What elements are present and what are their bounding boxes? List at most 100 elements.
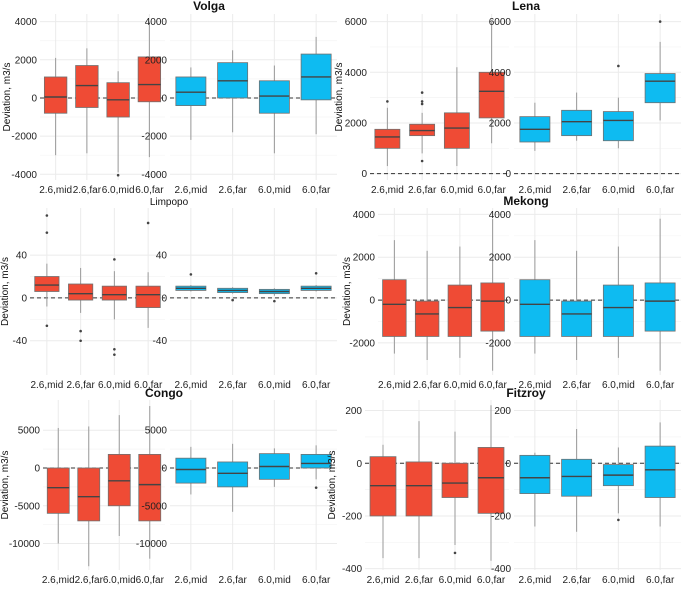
x-tick-label: 6.0,far <box>302 185 331 196</box>
outlier-point <box>45 214 49 217</box>
x-tick-label: 2.6,far <box>75 575 104 586</box>
y-tick-label: 40 <box>16 251 28 262</box>
box-2.6,far <box>561 250 593 361</box>
box-2.6,mid <box>175 273 207 292</box>
x-tick-label: 6.0,far <box>134 380 163 391</box>
outlier-point <box>45 324 49 328</box>
y-tick-label: 0 <box>505 296 511 307</box>
y-tick-label: 0 <box>34 464 40 475</box>
x-tick-label: 6.0,far <box>646 185 675 196</box>
x-tick-label: 6.0,far <box>646 575 675 586</box>
iqr-box <box>137 56 162 103</box>
box-6.0,mid <box>441 431 469 555</box>
chart-title: Lena <box>512 0 540 13</box>
box-6.0,mid <box>258 288 290 303</box>
y-tick-label: 200 <box>494 406 511 417</box>
y-axis-label: Deviation, m3/s <box>2 63 13 132</box>
x-tick-label: 6.0,mid <box>602 185 635 196</box>
x-tick-label: 6.0,far <box>478 380 507 391</box>
x-tick-label: 2.6,mid <box>174 185 207 196</box>
y-tick-label: 0 <box>161 464 167 475</box>
box-6.0,far <box>644 218 676 371</box>
y-tick-label: -2000 <box>11 132 37 143</box>
box-2.6,mid <box>519 240 551 354</box>
box-6.0,far <box>137 21 162 158</box>
iqr-box <box>68 283 94 301</box>
chart-panel-8: -10000 -5000 0 5000 2.6,mid 2.6,far 6.0,mid 6.0… <box>0 386 183 586</box>
y-tick-label: 4000 <box>145 17 168 28</box>
iqr-box <box>441 462 469 498</box>
outlier-point <box>189 273 193 276</box>
box-2.6,far <box>561 92 593 141</box>
y-tick-label: 4000 <box>15 17 38 28</box>
y-axis-label: Deviation, m3/s <box>0 451 11 520</box>
box-6.0,mid <box>106 71 130 177</box>
chart-panel-3: 0 2000 4000 6000 2.6,mid 2.6,far 6.0,mid 6.0,fa… <box>489 14 681 196</box>
y-axis-label: Deviation, m3/s <box>342 257 353 326</box>
x-tick-label: 6.0,mid <box>98 380 131 391</box>
outlier-point <box>658 20 662 23</box>
x-tick-label: 2.6,far <box>218 575 247 586</box>
chart-title: Congo <box>145 386 183 400</box>
x-tick-label: 6.0,far <box>477 575 506 586</box>
outlier-point <box>420 159 424 163</box>
box-6.0,mid <box>258 448 290 487</box>
y-tick-label: -40 <box>153 336 168 347</box>
chart-panel-9: -10000 -5000 0 5000 2.6,mid 2.6,far 6.0,mid 6.0… <box>136 400 337 586</box>
iqr-box <box>77 467 101 522</box>
iqr-box <box>374 128 401 149</box>
outlier-point <box>420 102 424 106</box>
box-6.0,mid <box>602 64 634 149</box>
iqr-box <box>602 284 634 337</box>
iqr-box <box>75 65 99 108</box>
box-2.6,mid <box>519 102 551 151</box>
iqr-box <box>46 467 70 514</box>
box-6.0,mid <box>107 415 131 536</box>
outlier-point <box>79 339 82 343</box>
outlier-point <box>113 258 116 261</box>
outlier-point <box>79 329 82 333</box>
y-tick-label: -4000 <box>11 170 37 181</box>
box-2.6,mid <box>43 57 68 156</box>
outlier-point <box>314 272 318 275</box>
x-tick-label: 6.0,mid <box>443 380 476 391</box>
x-tick-label: 2.6,far <box>405 575 434 586</box>
iqr-box <box>561 458 593 497</box>
iqr-box <box>644 445 676 498</box>
box-6.0,far <box>480 218 505 371</box>
y-tick-label: 5000 <box>18 426 41 437</box>
x-tick-label: 2.6,far <box>66 380 95 391</box>
box-2.6,mid <box>175 67 207 140</box>
y-tick-label: 2000 <box>345 118 368 129</box>
box-6.0,far <box>644 422 676 527</box>
iqr-box <box>138 453 162 522</box>
iqr-box <box>644 282 676 332</box>
chart-panel-1: -4000 -2000 0 2000 4000 2.6,mid 2.6,far 6.0,mid… <box>141 14 337 196</box>
y-axis-label: Deviation, m3/s <box>334 63 345 132</box>
chart-panel-7: -2000 0 2000 4000 2.6,mid 2.6,far 6.0,mid 6.0,f… <box>485 208 681 391</box>
x-tick-label: 6.0,mid <box>102 185 135 196</box>
iqr-box <box>382 279 407 337</box>
iqr-box <box>135 285 161 308</box>
iqr-box <box>477 447 505 514</box>
y-tick-label: -5000 <box>14 501 40 512</box>
x-tick-label: 6.0,mid <box>440 185 473 196</box>
box-6.0,far <box>477 405 505 561</box>
box-2.6,far <box>405 421 433 559</box>
x-tick-label: 2.6,mid <box>518 380 551 391</box>
x-tick-label: 2.6,far <box>562 185 591 196</box>
box-6.0,far <box>644 20 676 121</box>
y-tick-label: 2000 <box>145 55 168 66</box>
box-2.6,mid <box>374 100 401 167</box>
y-tick-label: -200 <box>342 511 362 522</box>
outlier-point <box>386 100 389 103</box>
iqr-box <box>217 461 249 488</box>
chart-title: Mekong <box>503 194 548 208</box>
y-tick-label: 40 <box>156 251 168 262</box>
y-tick-label: -10000 <box>9 539 41 550</box>
iqr-box <box>519 279 551 337</box>
outlier-point <box>314 486 318 489</box>
y-tick-label: 2000 <box>15 55 38 66</box>
y-tick-label: 2000 <box>489 118 512 129</box>
